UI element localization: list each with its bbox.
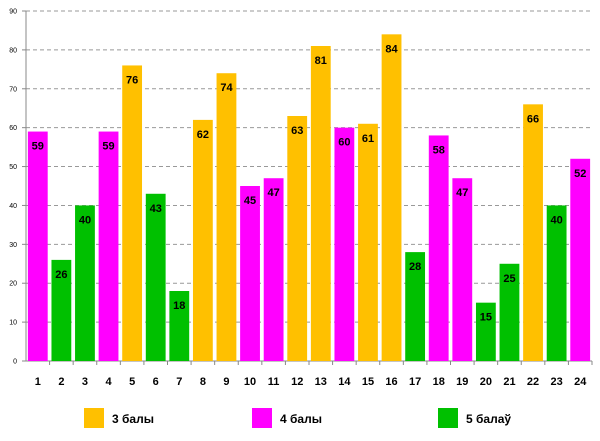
y-tick-label: 80 [9,47,17,54]
bar [428,135,449,361]
x-tick-label: 11 [268,376,280,388]
bar [145,193,166,361]
x-tick-label: 12 [291,376,303,388]
x-tick-label: 1 [35,376,41,388]
bar [523,104,543,361]
bar [381,34,402,361]
data-label: 74 [220,82,233,94]
data-label: 25 [503,273,515,285]
data-label: 43 [150,203,162,215]
x-tick-label: 16 [385,376,397,388]
bar [546,205,567,361]
data-label: 52 [574,168,586,180]
data-label: 59 [32,141,44,153]
x-tick-label: 9 [223,376,229,388]
y-tick-label: 60 [9,125,17,132]
x-tick-label: 2 [58,376,64,388]
x-tick-label: 18 [433,376,445,388]
bar [122,65,143,361]
x-tick-label: 20 [480,376,492,388]
x-tick-label: 23 [551,376,563,388]
y-tick-label: 0 [13,359,17,366]
bar [169,291,190,361]
data-label: 81 [315,55,327,67]
x-tick-label: 5 [129,376,135,388]
bar [405,252,426,361]
x-tick-label: 4 [105,376,112,388]
x-tick-label: 8 [200,376,206,388]
data-label: 15 [480,312,492,324]
x-tick-label: 10 [244,376,256,388]
data-label: 59 [102,141,114,153]
data-label: 45 [244,195,256,207]
bar [192,119,213,361]
bar [287,116,308,361]
data-label: 26 [55,269,67,281]
data-label: 47 [456,187,468,199]
data-label: 60 [338,137,350,149]
data-label: 66 [527,113,539,125]
data-label: 47 [268,187,280,199]
data-label: 28 [409,261,421,273]
bar [358,123,378,362]
bar [51,259,72,361]
legend-swatch [252,408,272,428]
legend-swatch [84,408,104,428]
bar [263,178,284,361]
legend-swatch [438,408,458,428]
y-tick-label: 20 [9,281,17,288]
x-tick-label: 22 [527,376,539,388]
y-tick-label: 70 [9,86,17,93]
y-tick-label: 90 [9,9,17,16]
legend-label: 3 балы [112,412,154,426]
y-tick-label: 10 [9,320,17,327]
legend-label: 5 балаў [466,412,511,426]
x-tick-label: 14 [338,376,351,388]
x-tick-label: 15 [362,376,374,388]
x-tick-label: 13 [315,376,327,388]
bar [98,131,119,361]
bar [334,127,355,362]
data-label: 18 [173,300,185,312]
bar [216,73,237,361]
x-tick-label: 21 [503,376,515,388]
data-label: 40 [79,214,91,226]
bar [570,158,591,361]
x-tick-label: 19 [456,376,468,388]
y-tick-label: 40 [9,203,17,210]
data-label: 58 [433,144,445,156]
x-tick-label: 3 [82,376,88,388]
legend-label: 4 балы [280,412,322,426]
bar [310,46,331,361]
x-tick-label: 6 [153,376,159,388]
bar [499,263,520,361]
y-tick-label: 30 [9,242,17,249]
data-label: 76 [126,74,138,86]
bar [240,186,260,361]
x-tick-label: 7 [176,376,182,388]
data-label: 62 [197,129,209,141]
data-label: 40 [551,214,563,226]
bar [75,205,95,361]
data-label: 84 [385,43,398,55]
data-label: 63 [291,125,303,137]
x-tick-label: 24 [574,376,587,388]
bar [452,178,473,361]
bar [475,302,496,361]
x-tick-label: 17 [409,376,421,388]
y-tick-label: 50 [9,164,17,171]
data-label: 61 [362,133,374,145]
bar [27,131,48,361]
